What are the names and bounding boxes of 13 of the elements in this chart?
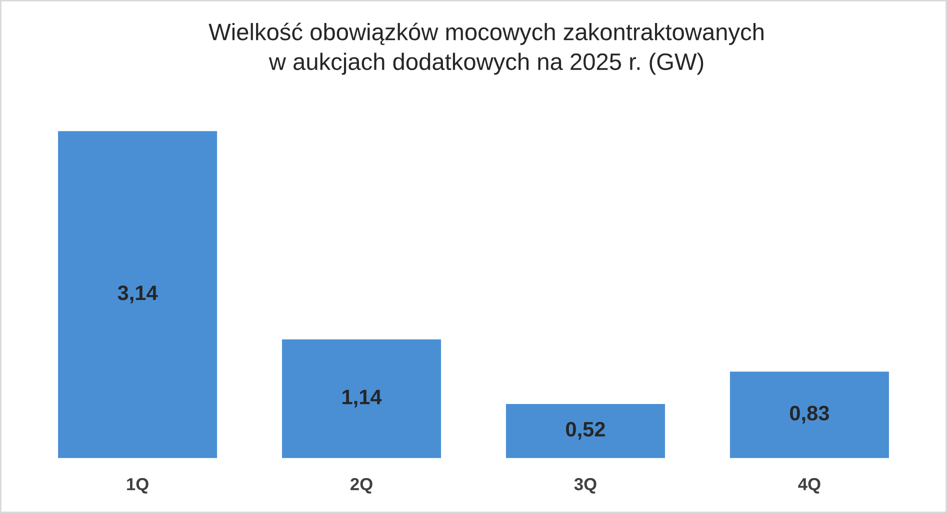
data-label: 0,83 (790, 406, 829, 424)
x-tick-label: 1Q (127, 478, 148, 494)
data-label: 1,14 (342, 390, 382, 408)
chart-title: Wielkość obowiązków mocowych zakontraktowanych w aukcjach dodatkowych na 2025 r. (GW) (208, 22, 764, 75)
bar (282, 339, 442, 458)
bar (58, 131, 218, 458)
data-label: 0,52 (566, 422, 605, 440)
data-label: 3,14 (118, 285, 158, 304)
x-tick-label: 3Q (574, 478, 596, 494)
x-tick-label: 2Q (350, 478, 372, 494)
bar (730, 372, 889, 458)
x-tick-label: 4Q (798, 478, 820, 494)
bar (506, 404, 665, 458)
